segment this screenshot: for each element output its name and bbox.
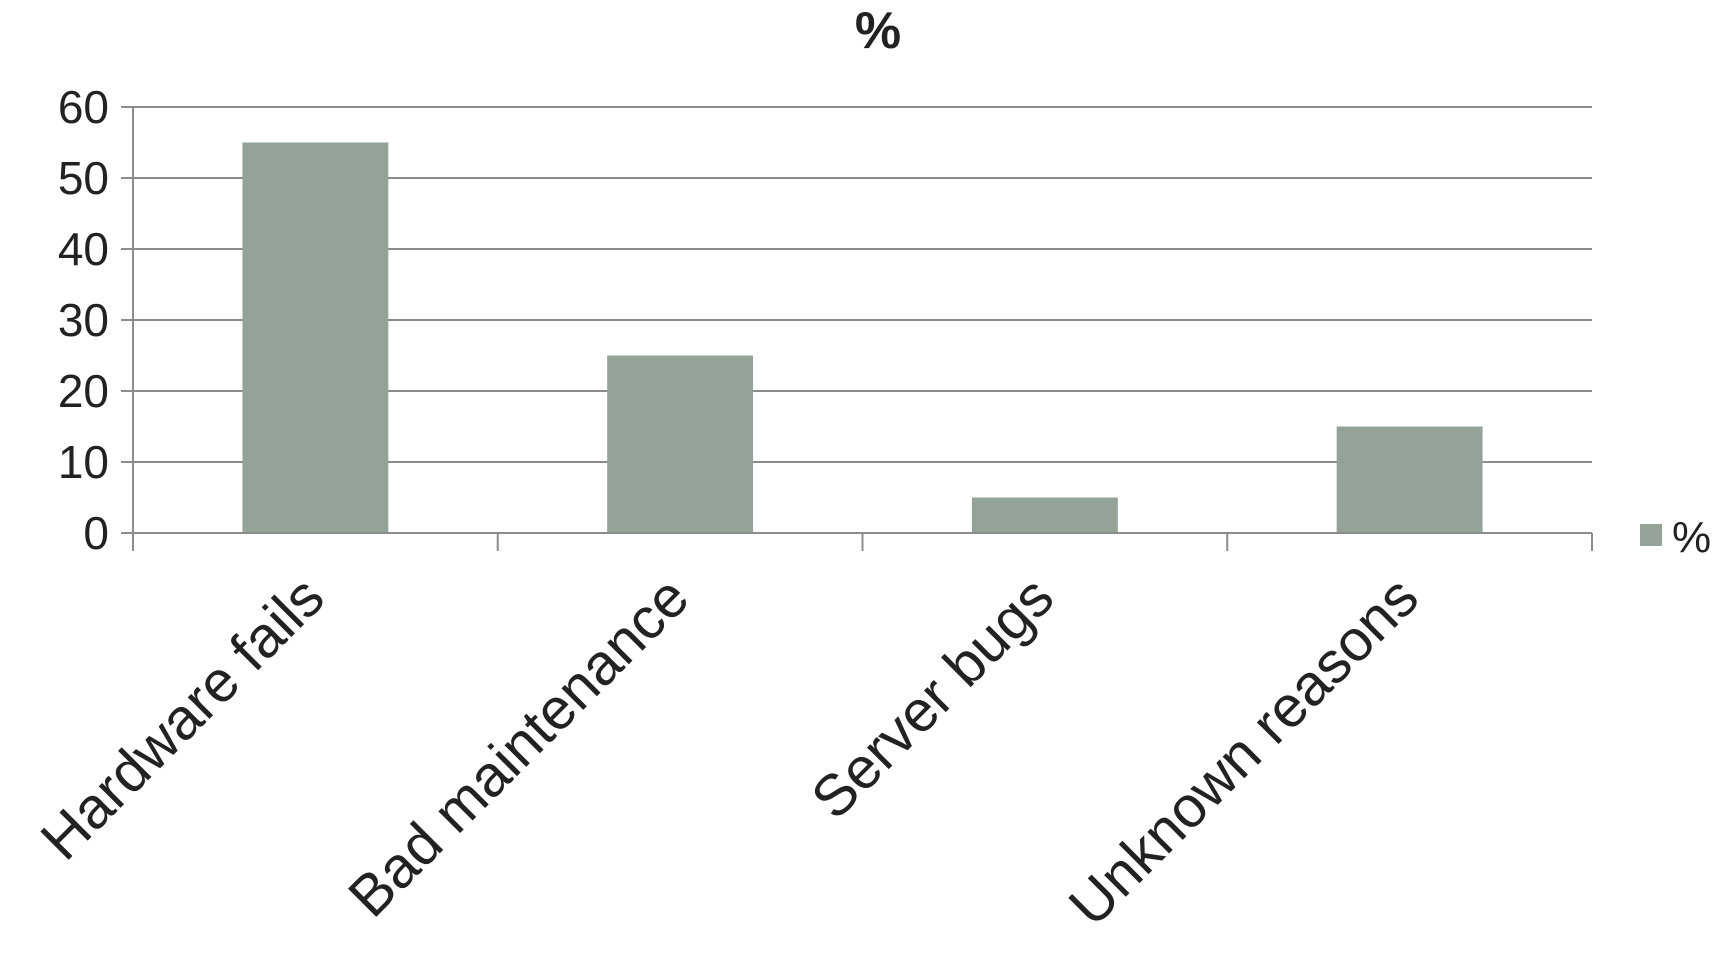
x-tick-label: Server bugs <box>799 564 1066 831</box>
x-tick-label: Bad maintenance <box>336 564 701 929</box>
legend: % <box>1640 513 1711 562</box>
legend-swatch <box>1640 524 1662 546</box>
y-tick-label: 0 <box>83 507 109 559</box>
chart-title: % <box>855 2 901 60</box>
bar-unknown-reasons <box>1336 426 1483 533</box>
bar-bad-maintenance <box>607 355 754 533</box>
bar-server-bugs <box>971 497 1118 533</box>
y-tick-label: 30 <box>58 294 109 346</box>
y-tick-label: 50 <box>58 152 109 204</box>
y-tick-label: 20 <box>58 365 109 417</box>
y-tick-label: 60 <box>58 81 109 133</box>
y-tick-label: 10 <box>58 436 109 488</box>
axes <box>132 107 1593 551</box>
x-tick-labels: Hardware fails Bad maintenance Server bugs… <box>28 564 1430 938</box>
bars <box>242 142 1483 533</box>
bar-hardware-fails <box>242 142 389 533</box>
x-tick-label: Unknown reasons <box>1057 564 1431 938</box>
legend-label: % <box>1672 513 1711 562</box>
y-tick-labels: 0 10 20 30 40 50 60 <box>58 81 109 559</box>
x-tick-label: Hardware fails <box>28 564 336 872</box>
y-tick-label: 40 <box>58 223 109 275</box>
